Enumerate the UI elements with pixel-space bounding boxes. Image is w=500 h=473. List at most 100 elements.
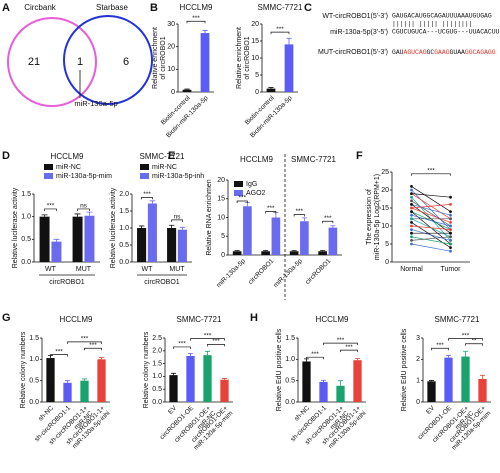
bar	[51, 241, 62, 262]
bar	[444, 357, 453, 402]
y-tick-label: 0.5	[21, 236, 31, 243]
legend-label: miR-130a-5p-mim	[56, 173, 112, 180]
bar	[186, 355, 195, 402]
bar	[461, 356, 470, 402]
significance-label: ***	[55, 348, 63, 355]
point	[449, 242, 452, 246]
error-bar	[338, 380, 343, 386]
x-tick-label: EV	[425, 404, 437, 416]
legend-swatch	[140, 173, 149, 179]
bar	[97, 359, 106, 402]
y-tick-label: 1.0	[29, 356, 39, 363]
error-bar	[184, 88, 190, 90]
significance-bracket	[67, 341, 102, 344]
y-axis-label: Relative luciferase activity	[110, 187, 117, 268]
legend-swatch	[44, 173, 53, 179]
point	[410, 213, 413, 217]
significance-label: ***	[436, 342, 444, 349]
pair-line	[411, 225, 451, 230]
y-tick-label: 1	[416, 378, 420, 385]
significance-bracket	[306, 356, 324, 360]
significance-bracket	[207, 344, 225, 347]
error-bar	[480, 374, 485, 379]
error-bar	[286, 37, 292, 45]
error-bar	[41, 214, 48, 217]
error-bar	[99, 357, 104, 360]
point	[449, 221, 452, 224]
chart-title: HCCLM9	[51, 152, 84, 161]
error-bar	[82, 378, 87, 381]
bar	[353, 360, 362, 402]
point	[410, 231, 413, 235]
sequence-segment: GGCAGAGG	[465, 49, 496, 56]
significance-label: ***	[427, 168, 435, 175]
pair-line	[411, 207, 451, 223]
panel-letter: E	[168, 150, 175, 162]
error-bar	[188, 352, 193, 356]
x-tick-label: WT	[45, 266, 57, 273]
y-tick-label: 20	[217, 177, 225, 184]
bar	[84, 215, 95, 262]
y-tick-label: 5	[255, 72, 259, 79]
error-bar	[446, 355, 451, 358]
bar	[289, 251, 299, 255]
y-tick-label: 0.0	[21, 259, 31, 266]
significance-bracket	[84, 347, 102, 351]
bar	[147, 203, 157, 262]
bar	[200, 33, 210, 92]
y-tick-label: 1.0	[119, 225, 129, 232]
sequence: GAUGACAUGGCAGAUUUAAAUGUGAG	[392, 13, 492, 20]
sequence-segment: GUAA	[450, 49, 466, 56]
significance-bracket	[50, 354, 68, 357]
error-bar	[53, 238, 60, 242]
panel-letter: F	[356, 150, 363, 162]
significance-bracket	[190, 338, 225, 341]
y-tick-label: 10	[381, 223, 389, 230]
error-bar	[301, 217, 307, 222]
x-tick-label: circROBO1	[247, 257, 275, 285]
text-line: of circROBO1	[244, 36, 251, 79]
bar	[232, 251, 242, 255]
error-bar	[244, 202, 250, 207]
y-tick-label: 15	[381, 205, 389, 212]
error-bar	[263, 250, 269, 252]
error-bar	[65, 380, 70, 383]
chart-title: SMMC-7721	[140, 152, 185, 161]
venn-overlap-label: miR-130a-5p	[74, 99, 117, 108]
y-tick-label: 15	[251, 38, 259, 45]
pair-line	[411, 204, 451, 209]
error-bar	[202, 29, 208, 34]
sequence: GAUAGUCAGGCGAAGGUAAGGCAGAGG	[392, 49, 496, 56]
y-tick-label: 0.0	[152, 399, 162, 406]
significance-label: ***	[238, 195, 246, 202]
significance-label: ***	[311, 351, 319, 358]
x-tick-label: circROBO1	[304, 257, 332, 285]
significance-label: ***	[204, 332, 212, 339]
bar	[169, 375, 178, 402]
y-tick-label: 0.5	[29, 378, 39, 385]
venn-count: 21	[28, 56, 40, 68]
bar	[39, 216, 50, 262]
y-tick-label: 1.5	[285, 335, 295, 342]
significance-bracket	[44, 208, 57, 211]
point	[410, 195, 413, 199]
sequence-label: WT-circROBO1(5'-3')	[322, 13, 388, 20]
error-bar	[149, 200, 156, 204]
legend-swatch	[140, 164, 149, 170]
y-tick-label: 0.5	[152, 386, 162, 393]
x-tick-label: MUT	[169, 266, 185, 273]
significance-label: ***	[47, 203, 55, 210]
significance-label: ***	[337, 337, 345, 344]
point	[410, 210, 413, 214]
y-axis-label: Relative colony numbers	[143, 331, 150, 408]
bar	[137, 228, 147, 262]
error-bar	[168, 224, 175, 228]
panel-letter: G	[2, 312, 11, 324]
panel-letter: A	[2, 2, 10, 14]
significance-label: ***	[81, 336, 89, 343]
venn-count: 6	[123, 56, 129, 68]
significance-label: ***	[295, 208, 303, 215]
significance-bracket	[236, 200, 248, 203]
pair-line	[411, 229, 451, 241]
